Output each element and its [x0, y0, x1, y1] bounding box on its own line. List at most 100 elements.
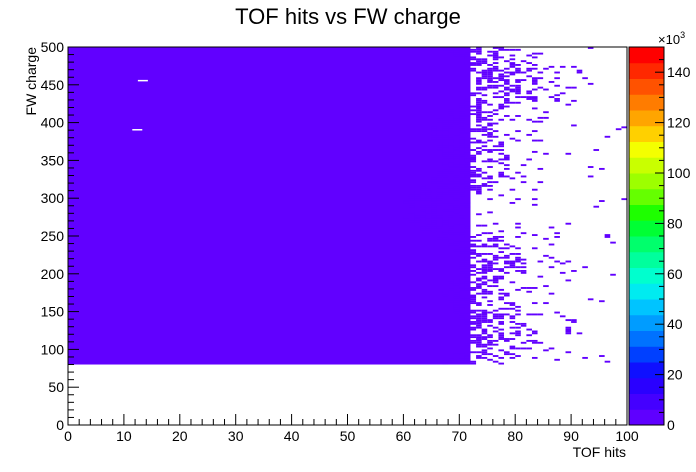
heatmap-cell — [431, 215, 437, 218]
heatmap-cell — [459, 305, 465, 308]
heatmap-cell — [576, 332, 583, 335]
heatmap-cell — [459, 279, 465, 282]
heatmap-cell — [453, 232, 460, 235]
heatmap-cell — [442, 220, 449, 223]
x-tick-label: 60 — [396, 428, 412, 444]
heatmap-cell — [425, 186, 432, 189]
heatmap-cell — [487, 54, 493, 57]
heatmap-cell — [509, 177, 516, 180]
heatmap-cell — [448, 236, 454, 238]
heatmap-cell — [498, 96, 505, 99]
heatmap-cell — [476, 169, 482, 172]
heatmap-cell — [464, 236, 471, 238]
heatmap-cell — [476, 322, 482, 325]
heatmap-cell — [137, 79, 148, 82]
heatmap-cell — [515, 139, 521, 142]
heatmap-cell — [459, 115, 465, 117]
heatmap-cell — [554, 236, 560, 238]
heatmap-cell — [504, 81, 510, 83]
heatmap-cell — [487, 122, 493, 125]
heatmap-cell — [464, 253, 471, 255]
colorbar-band — [629, 188, 664, 205]
heatmap-cell — [464, 158, 471, 161]
heatmap-cell — [470, 179, 477, 182]
heatmap-cell — [481, 315, 488, 318]
colorbar-band — [629, 236, 664, 253]
heatmap-cell — [470, 175, 477, 178]
colorbar-band — [629, 220, 664, 237]
colorbar-band — [629, 299, 664, 316]
heatmap-cell — [487, 264, 493, 267]
heatmap-cell — [531, 313, 538, 316]
heatmap-cell — [453, 181, 460, 184]
heatmap-cell — [470, 67, 477, 70]
heatmap-cell — [414, 194, 421, 197]
heatmap-cell — [476, 150, 482, 153]
heatmap-cell — [481, 343, 488, 346]
heatmap-cell — [498, 332, 505, 335]
heatmap-cell — [487, 124, 493, 127]
heatmap-cell — [504, 158, 510, 161]
heatmap-cell — [515, 355, 521, 357]
heatmap-cell — [481, 183, 488, 185]
heatmap-cell — [459, 215, 465, 218]
heatmap-cell — [420, 226, 426, 229]
heatmap-cell — [431, 200, 437, 202]
heatmap-cell — [448, 358, 454, 361]
heatmap-cell — [464, 115, 471, 117]
heatmap-cell — [448, 109, 454, 112]
heatmap-cell — [436, 194, 443, 197]
heatmap-cell — [464, 147, 471, 150]
heatmap-cell — [504, 266, 510, 269]
heatmap-cell — [476, 77, 482, 80]
heatmap-cell — [470, 113, 477, 116]
heatmap-cell — [509, 253, 516, 255]
heatmap-cell — [509, 245, 516, 248]
heatmap-cell — [448, 158, 454, 161]
heatmap-cell — [531, 120, 538, 123]
heatmap-cell — [453, 211, 460, 214]
y-axis: 0 50 100 150 200 250 300 350 400 450 500 — [41, 39, 79, 433]
heatmap-cell — [476, 71, 482, 74]
heatmap-cell — [464, 175, 471, 178]
heatmap-cell — [515, 226, 521, 229]
heatmap-cell — [604, 236, 611, 238]
heatmap-cell — [531, 67, 538, 70]
heatmap-cell — [476, 92, 482, 95]
heatmap-cell — [520, 270, 527, 272]
heatmap-cell — [481, 266, 488, 269]
heatmap-cell — [448, 169, 454, 172]
heatmap-cell — [515, 96, 521, 99]
heatmap-cell — [492, 277, 499, 280]
heatmap-cell — [498, 296, 505, 299]
heatmap-cell — [531, 82, 538, 85]
heatmap-cell — [448, 143, 454, 146]
heatmap-cell — [492, 254, 499, 257]
heatmap-cell — [498, 230, 505, 233]
heatmap-cell — [459, 253, 465, 255]
heatmap-cell — [459, 130, 465, 133]
heatmap-cell — [487, 290, 493, 293]
heatmap-cell — [459, 315, 465, 318]
heatmap-cell — [464, 105, 471, 108]
heatmap-cell — [470, 166, 477, 168]
heatmap-cell — [448, 196, 454, 199]
heatmap-cell — [526, 158, 532, 161]
heatmap-cell — [453, 192, 460, 195]
heatmap-cell — [476, 111, 482, 114]
heatmap-cell — [481, 69, 488, 72]
heatmap-cell — [509, 281, 516, 284]
heatmap-cell — [448, 243, 454, 246]
heatmap-cell — [587, 82, 594, 85]
heatmap-cell — [504, 94, 510, 97]
heatmap-cell — [492, 135, 499, 138]
heatmap-cell — [487, 160, 493, 163]
heatmap-cell — [492, 145, 499, 148]
heatmap-cell — [476, 285, 482, 288]
heatmap-cell — [470, 173, 477, 176]
heatmap-cell — [509, 353, 516, 356]
heatmap-cell — [464, 173, 471, 176]
heatmap-cell — [470, 351, 477, 354]
heatmap-cell — [526, 69, 532, 72]
heatmap-cell — [487, 353, 493, 356]
